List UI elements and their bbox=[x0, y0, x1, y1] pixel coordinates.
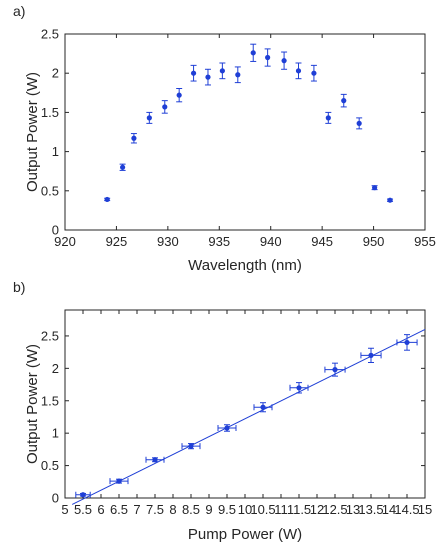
panel-b-x-tick-label: 10 bbox=[238, 502, 252, 517]
panel-a-y-tick-label: 1 bbox=[52, 144, 59, 159]
panel-a-y-axis-label: Output Power (W) bbox=[24, 72, 41, 192]
panel-a-y-tick-label: 2.5 bbox=[41, 27, 59, 42]
panel-a-plot-frame bbox=[64, 33, 426, 231]
panel-b-x-tick-label: 11.5 bbox=[287, 502, 311, 517]
panel-b-data-point bbox=[368, 352, 374, 358]
panel-b-y-axis-label: Output Power (W) bbox=[24, 344, 41, 464]
panel-b-x-tick-label: 7 bbox=[133, 502, 140, 517]
panel-b-y-tick-label: 0 bbox=[52, 491, 59, 506]
panel-a-x-tick-label: 945 bbox=[311, 234, 333, 249]
panel-a-data-point bbox=[295, 68, 302, 74]
panel-b-x-tick-label: 14 bbox=[382, 502, 396, 517]
panel-a-y-tick-label: 1.5 bbox=[41, 105, 59, 120]
panel-b-data-point bbox=[260, 404, 266, 410]
panel-b-x-tick-label: 7.5 bbox=[146, 502, 164, 517]
panel-a-data-points bbox=[104, 43, 394, 203]
panel-b-y-ticks: 0 0.5 1 1.5 2 2.5 bbox=[41, 328, 425, 506]
panel-b-y-tick-label: 2.5 bbox=[41, 328, 59, 343]
panel-b-x-tick-label: 11 bbox=[274, 502, 288, 517]
panel-b-x-tick-label: 13 bbox=[346, 502, 360, 517]
panel-b-fit-line-group bbox=[71, 329, 426, 505]
panel-b-x-tick-label: 14.5 bbox=[394, 502, 419, 517]
panel-b-x-tick-label: 8.5 bbox=[182, 502, 200, 517]
panel-b-y-tick-label: 0.5 bbox=[41, 458, 59, 473]
panel-a-x-ticks: 920 925 930 935 940 945 950 955 bbox=[54, 34, 436, 249]
panel-b-data-point bbox=[116, 478, 122, 484]
panel-b-y-tick-label: 1 bbox=[52, 426, 59, 441]
panel-a-data-point bbox=[104, 196, 110, 203]
panel-a-y-ticks: 0 0.5 1 1.5 2 2.5 bbox=[41, 27, 425, 238]
panel-a-y-tick-label: 0 bbox=[52, 223, 59, 238]
panel-a-x-tick-label: 940 bbox=[260, 234, 282, 249]
panel-a-x-tick-label: 920 bbox=[54, 234, 76, 249]
panel-b-y-tick-label: 1.5 bbox=[41, 393, 59, 408]
panel-b-x-tick-label: 13.5 bbox=[358, 502, 383, 517]
panel-b-data-point bbox=[224, 425, 230, 431]
panel-a-x-tick-label: 925 bbox=[106, 234, 128, 249]
panel-b-plot-frame bbox=[64, 309, 426, 499]
panel-b-x-tick-label: 5 bbox=[61, 502, 68, 517]
panel-a-y-tick-label: 2 bbox=[52, 66, 59, 81]
panel-a-data-point bbox=[325, 115, 331, 121]
panel-b-data-point bbox=[332, 367, 338, 373]
panel-b-data-point bbox=[152, 457, 158, 463]
panel-b-x-tick-label: 6.5 bbox=[110, 502, 128, 517]
panel-b-x-tick-label: 8 bbox=[169, 502, 176, 517]
panel-b-x-tick-label: 9 bbox=[205, 502, 212, 517]
panel-a-data-point bbox=[190, 70, 197, 76]
panel-a-x-tick-label: 930 bbox=[157, 234, 179, 249]
panel-a-x-tick-label: 950 bbox=[363, 234, 385, 249]
panel-b-data-point bbox=[296, 385, 302, 391]
panel-b-fit-line bbox=[71, 329, 426, 505]
panel-b-x-axis-label: Pump Power (W) bbox=[188, 526, 302, 543]
panel-b-label: b) bbox=[13, 279, 25, 295]
panel-b-x-tick-label: 12.5 bbox=[322, 502, 347, 517]
panel-a-x-tick-label: 955 bbox=[414, 234, 436, 249]
panel-a-data-point bbox=[372, 185, 378, 191]
panel-a-data-point bbox=[250, 50, 256, 56]
panel-a-data-point bbox=[205, 74, 211, 80]
panel-b-y-tick-label: 2 bbox=[52, 361, 59, 376]
panel-b-x-tick-label: 9.5 bbox=[218, 502, 236, 517]
panel-b-x-tick-label: 6 bbox=[97, 502, 104, 517]
panel-a: a) 920 925 930 935 940 945 950 955 0 0.5 1 1.5 2 2.5… bbox=[13, 3, 436, 274]
panel-a-data-point bbox=[131, 135, 137, 141]
panel-b-data-points bbox=[75, 334, 418, 498]
panel-a-y-tick-label: 0.5 bbox=[41, 183, 59, 198]
panel-b-x-tick-label: 15 bbox=[418, 502, 432, 517]
panel-a-data-point bbox=[281, 58, 287, 64]
panel-a-label: a) bbox=[13, 3, 25, 19]
panel-b-data-point bbox=[188, 443, 194, 449]
panel-b-data-point bbox=[80, 492, 86, 498]
panel-a-data-point bbox=[341, 98, 347, 104]
panel-a-data-point bbox=[235, 72, 241, 78]
panel-a-data-point bbox=[265, 54, 271, 61]
panel-a-data-point bbox=[311, 70, 317, 76]
panel-a-data-point bbox=[356, 120, 362, 126]
panel-a-data-point bbox=[387, 197, 393, 203]
panel-a-data-point bbox=[146, 115, 152, 121]
panel-a-data-point bbox=[120, 164, 126, 170]
panel-a-data-point bbox=[219, 68, 225, 74]
panel-b-x-tick-label: 10.5 bbox=[250, 502, 275, 517]
panel-a-data-point bbox=[176, 92, 182, 98]
panel-a-data-point bbox=[162, 104, 168, 110]
panel-b-data-point bbox=[404, 339, 410, 346]
panel-b-x-tick-label: 12 bbox=[310, 502, 324, 517]
panel-a-x-axis-label: Wavelength (nm) bbox=[188, 257, 302, 274]
panel-b-x-tick-label: 5.5 bbox=[74, 502, 92, 517]
panel-a-x-tick-label: 935 bbox=[208, 234, 230, 249]
